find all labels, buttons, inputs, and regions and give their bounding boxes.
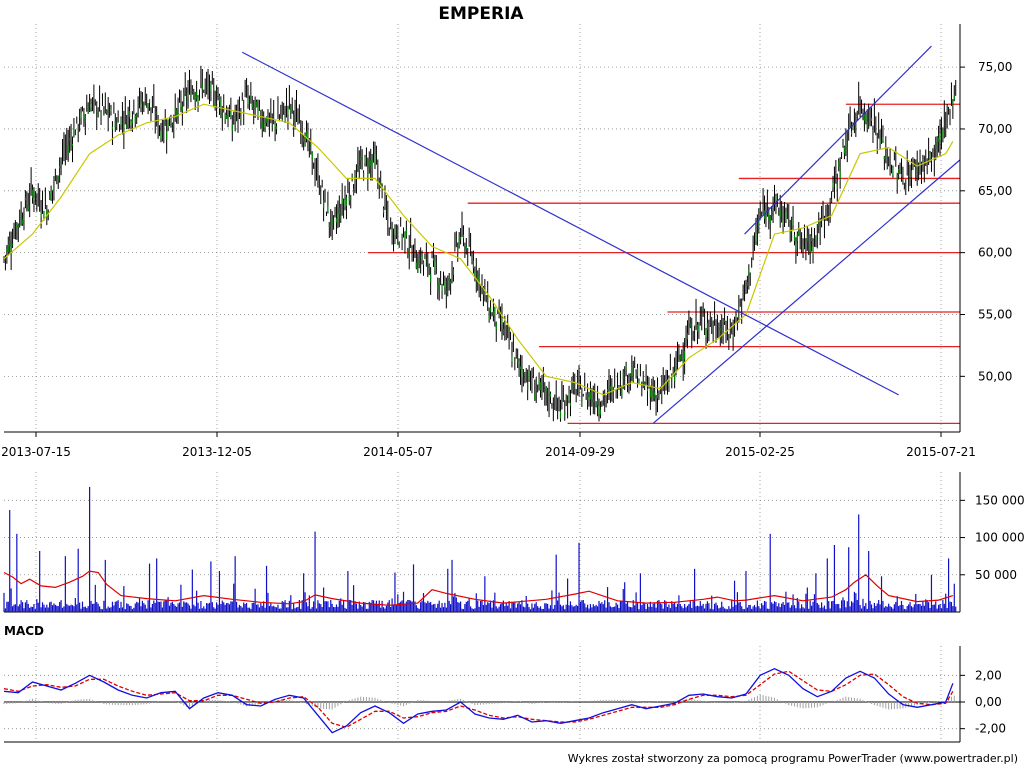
macd-y-tick-label: 2,00 (975, 668, 1002, 682)
date-x-tick-label: 2014-05-07 (363, 445, 433, 459)
price-y-tick-label: 65,00 (978, 184, 1012, 198)
trend-line (242, 51, 899, 396)
credit-text: Wykres został stworzony za pomocą progra… (568, 752, 1018, 765)
price-y-tick-label: 70,00 (978, 122, 1012, 136)
volume-y-tick-label: 100 000 (975, 531, 1024, 545)
trend-lines (242, 45, 961, 424)
macd-line (3, 667, 954, 734)
date-x-tick-label: 2014-09-29 (545, 445, 615, 459)
macd-y-ticks: 2,00 0,00 -2,00 (960, 668, 1006, 736)
price-y-tick-label: 50,00 (978, 369, 1012, 383)
support-lines (367, 103, 960, 424)
macd-y-tick-label: 0,00 (975, 695, 1002, 709)
axes (4, 24, 961, 743)
macd-y-tick-label: -2,00 (975, 722, 1006, 736)
price-y-tick-label: 55,00 (978, 307, 1012, 321)
date-x-tick-label: 2013-07-15 (1, 445, 71, 459)
macd-label: MACD (4, 624, 44, 638)
trend-line (652, 159, 961, 424)
date-x-ticks: 2013-07-15 2013-12-05 2014-05-07 2014-09-29… (1, 432, 976, 459)
date-x-tick-label: 2015-02-25 (725, 445, 795, 459)
chart-title: EMPERIA (438, 4, 524, 24)
volume-y-ticks: 150 000 100 000 50 000 (960, 493, 1024, 582)
volume-bars (3, 486, 957, 612)
price-bars (3, 65, 957, 422)
date-x-tick-label: 2013-12-05 (182, 445, 252, 459)
volume-y-tick-label: 50 000 (975, 568, 1017, 582)
macd-signal-line (3, 670, 954, 728)
price-y-tick-label: 60,00 (978, 246, 1012, 260)
volume-average-line (3, 570, 954, 606)
volume-y-tick-label: 150 000 (975, 493, 1024, 507)
price-y-ticks: 75,00 70,00 65,00 60,00 55,00 50,00 (960, 60, 1012, 383)
moving-average-line (3, 103, 954, 396)
date-x-tick-label: 2015-07-21 (906, 445, 976, 459)
grid (4, 24, 960, 742)
price-y-tick-label: 75,00 (978, 60, 1012, 74)
trend-line (744, 45, 932, 235)
